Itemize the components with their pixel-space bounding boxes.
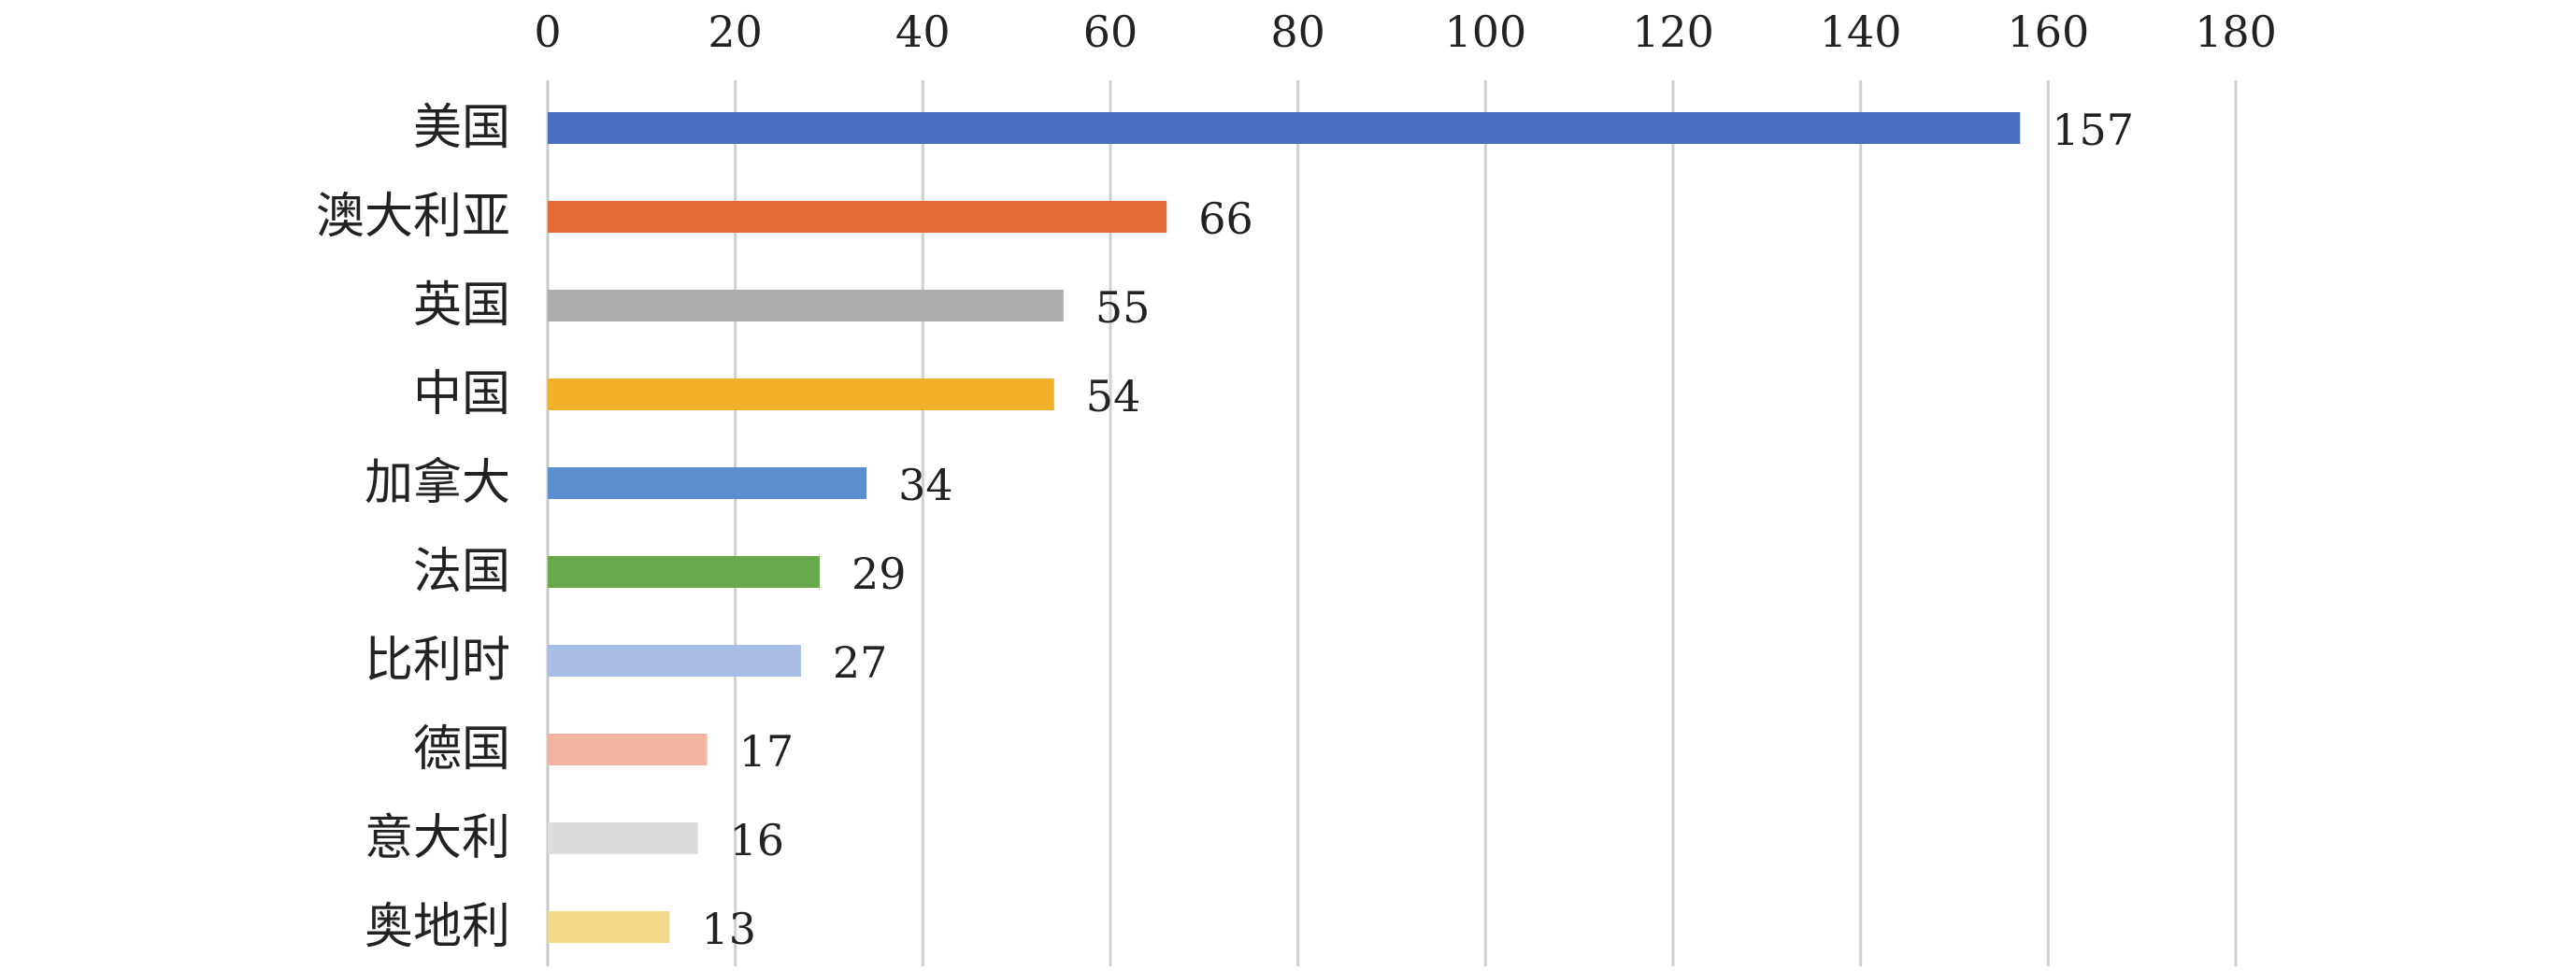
bar [548, 734, 708, 765]
bar [548, 378, 1054, 410]
category-label: 澳大利亚 [316, 189, 510, 245]
data-label: 157 [2052, 105, 2134, 155]
x-tick-label: 20 [708, 7, 763, 57]
x-tick-label: 0 [534, 7, 561, 57]
bar [548, 911, 670, 943]
data-label: 29 [852, 549, 907, 599]
x-tick-label: 80 [1270, 7, 1325, 57]
x-tick-label: 180 [2195, 7, 2277, 57]
data-label: 17 [739, 726, 794, 777]
x-tick-label: 140 [1820, 7, 1902, 57]
category-label: 比利时 [365, 633, 510, 689]
bars [548, 112, 2021, 943]
category-label: 德国 [413, 721, 510, 778]
x-axis-ticks: 0 20 40 60 80 100 120 140 160 180 [534, 7, 2277, 57]
bar [548, 467, 867, 499]
data-label: 55 [1095, 282, 1151, 333]
data-label: 27 [833, 637, 888, 688]
data-label: 54 [1086, 371, 1141, 421]
data-label: 16 [730, 815, 785, 865]
bar [548, 822, 698, 854]
bar [548, 556, 820, 588]
bar [548, 112, 2021, 144]
category-label: 奥地利 [365, 899, 510, 955]
category-label: 意大利 [365, 810, 510, 866]
x-tick-label: 160 [2007, 7, 2089, 57]
x-tick-label: 40 [895, 7, 951, 57]
data-label: 34 [898, 460, 953, 510]
category-label: 加拿大 [365, 455, 510, 511]
category-label: 英国 [413, 278, 510, 334]
bar [548, 201, 1167, 233]
bar [548, 645, 801, 677]
x-tick-label: 60 [1083, 7, 1138, 57]
data-label: 13 [701, 904, 756, 954]
bar [548, 290, 1064, 321]
x-tick-label: 100 [1444, 7, 1526, 57]
category-label: 法国 [413, 544, 510, 600]
category-label: 美国 [413, 100, 510, 156]
x-tick-label: 120 [1632, 7, 1714, 57]
data-label: 66 [1198, 193, 1253, 244]
value-labels: 157 66 55 54 34 29 27 17 16 13 [701, 105, 2134, 954]
category-label: 中国 [413, 366, 510, 422]
